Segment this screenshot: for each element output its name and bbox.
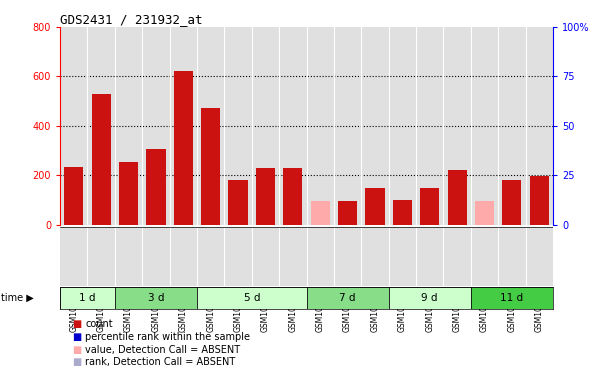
Text: percentile rank within the sample: percentile rank within the sample (85, 332, 251, 342)
Bar (256, 168, 275, 225)
Text: count: count (85, 319, 113, 329)
Bar (471, 287, 553, 309)
Text: ■: ■ (72, 358, 81, 367)
Bar (529, 176, 549, 225)
Text: ■: ■ (72, 345, 81, 355)
Bar (393, 200, 412, 225)
Text: 7 d: 7 d (340, 293, 356, 303)
Bar (365, 187, 385, 225)
Bar (475, 201, 494, 225)
Bar (147, 149, 165, 225)
Bar (283, 168, 302, 225)
Text: value, Detection Call = ABSENT: value, Detection Call = ABSENT (85, 345, 240, 355)
Bar (197, 287, 307, 309)
Text: ■: ■ (72, 319, 81, 329)
Text: 5 d: 5 d (243, 293, 260, 303)
Bar (228, 180, 248, 225)
Bar (60, 287, 115, 309)
Bar (420, 187, 439, 225)
Text: GDS2431 / 231932_at: GDS2431 / 231932_at (60, 13, 203, 26)
Bar (119, 162, 138, 225)
Bar (115, 287, 197, 309)
Bar (338, 201, 357, 225)
Text: 1 d: 1 d (79, 293, 96, 303)
Bar (307, 287, 389, 309)
Text: ■: ■ (72, 332, 81, 342)
Bar (201, 108, 221, 225)
Text: 11 d: 11 d (500, 293, 523, 303)
Text: time ▶: time ▶ (1, 293, 33, 303)
Text: rank, Detection Call = ABSENT: rank, Detection Call = ABSENT (85, 358, 236, 367)
Bar (91, 94, 111, 225)
Bar (311, 201, 330, 225)
Bar (502, 180, 522, 225)
Bar (448, 170, 467, 225)
Text: 3 d: 3 d (148, 293, 164, 303)
Bar (389, 287, 471, 309)
Bar (64, 167, 84, 225)
Bar (174, 71, 193, 225)
Text: 9 d: 9 d (421, 293, 438, 303)
